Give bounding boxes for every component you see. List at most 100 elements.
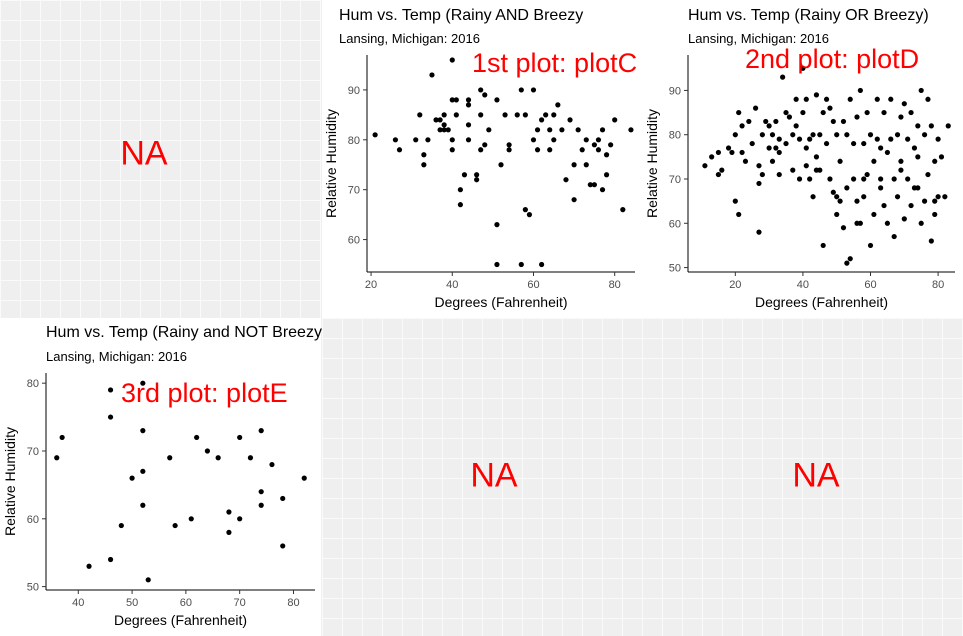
data-point (258, 502, 264, 508)
data-point (478, 147, 484, 153)
data-point (396, 147, 403, 153)
data-point (921, 198, 928, 204)
data-point (932, 158, 938, 164)
data-point (522, 207, 528, 213)
data-point (465, 122, 472, 128)
data-point (769, 132, 776, 138)
data-point (851, 176, 857, 182)
data-point (942, 194, 948, 200)
x-tick-label: 40 (446, 279, 458, 291)
data-point (715, 171, 722, 178)
plot-panel-d: Hum vs. Temp (Rainy OR Breezy) Lansing, … (642, 0, 963, 318)
data-point (587, 182, 593, 188)
x-tick-label: 80 (287, 597, 299, 609)
data-point (172, 522, 178, 529)
data-point (840, 225, 847, 231)
data-point (746, 118, 752, 125)
data-point (915, 185, 921, 191)
plot-panel-c: Hum vs. Temp (Rainy AND Breezy Lansing, … (322, 0, 642, 318)
x-tick-label: 60 (864, 279, 876, 291)
data-point (786, 114, 792, 120)
data-point (928, 238, 934, 244)
data-point (810, 132, 816, 138)
na-label-bottom-middle: NA (470, 456, 518, 495)
data-point (834, 194, 840, 200)
y-tick-label: 80 (348, 135, 360, 147)
data-point (935, 136, 941, 142)
y-tick-label: 90 (348, 85, 360, 97)
data-point (441, 112, 447, 118)
na-label-top-left: NA (120, 134, 168, 173)
y-tick-label: 60 (669, 218, 681, 230)
data-point (813, 92, 820, 98)
data-point (498, 162, 504, 168)
data-point (478, 87, 484, 93)
data-point (465, 137, 472, 143)
data-point (709, 154, 715, 160)
data-point (453, 112, 459, 118)
data-point (215, 455, 221, 461)
data-point (583, 137, 589, 143)
empty-panel-top-left: NA (0, 0, 321, 318)
data-point (518, 261, 524, 268)
data-point (871, 158, 877, 164)
data-point (449, 97, 455, 103)
data-point (732, 132, 738, 138)
empty-panel-bottom-right: NA (642, 318, 963, 636)
data-point (793, 123, 799, 129)
plot-title: Hum vs. Temp (Rainy OR Breezy) (688, 7, 929, 24)
plot-subtitle: Lansing, Michigan: 2016 (339, 31, 480, 46)
data-point (514, 112, 520, 118)
data-point (776, 149, 782, 156)
data-point (603, 152, 610, 158)
data-point (445, 127, 451, 133)
data-point (457, 187, 463, 193)
data-point (591, 142, 597, 148)
data-point (555, 102, 561, 108)
x-tick-label: 40 (72, 597, 84, 609)
data-point (194, 434, 200, 441)
y-tick-label: 80 (27, 378, 39, 390)
data-point (935, 194, 941, 200)
data-point (813, 167, 820, 173)
data-point (783, 109, 789, 116)
data-point (878, 145, 884, 151)
plot-panel-e: Hum vs. Temp (Rainy and NOT Breezy) Lans… (0, 318, 327, 636)
data-point (834, 211, 840, 218)
data-point (766, 123, 772, 129)
data-point (847, 256, 853, 262)
data-point (844, 185, 850, 191)
data-point (547, 127, 553, 133)
data-point (766, 145, 772, 151)
data-point (742, 158, 749, 164)
data-point (932, 211, 938, 218)
data-point (884, 149, 891, 156)
data-point (539, 261, 545, 268)
data-point (884, 220, 891, 226)
data-point (465, 97, 472, 103)
y-tick-label: 70 (27, 446, 39, 458)
data-point (522, 112, 528, 118)
plot-title: Hum vs. Temp (Rainy AND Breezy (339, 7, 584, 24)
data-point (756, 229, 762, 235)
data-point (739, 123, 745, 129)
data-point (925, 96, 931, 102)
data-point (59, 434, 65, 441)
data-point (140, 428, 146, 434)
data-point (790, 167, 796, 173)
data-point (595, 147, 602, 153)
data-point (908, 202, 914, 209)
data-point (878, 176, 884, 182)
data-point (769, 158, 776, 164)
data-point (551, 137, 557, 143)
data-point (830, 118, 836, 125)
data-point (628, 127, 634, 133)
y-tick-label: 50 (669, 263, 681, 275)
data-point (702, 163, 708, 169)
data-point (449, 57, 455, 63)
data-point (898, 167, 904, 173)
data-point (437, 127, 443, 133)
data-point (465, 102, 472, 108)
x-tick-label: 20 (729, 279, 741, 291)
data-point (823, 96, 830, 102)
